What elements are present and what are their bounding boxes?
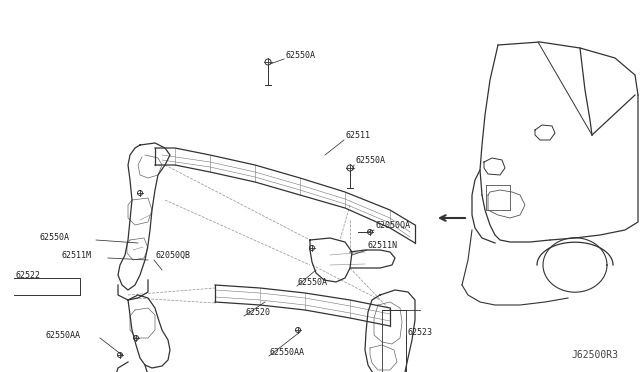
Text: 62550A: 62550A [355, 156, 385, 165]
Text: 62511N: 62511N [368, 241, 398, 250]
Text: 62050QB: 62050QB [155, 251, 190, 260]
Text: 62050QA: 62050QA [375, 221, 410, 230]
Text: 62550A: 62550A [40, 233, 70, 242]
Text: 62550AA: 62550AA [270, 348, 305, 357]
Text: 62511M: 62511M [62, 251, 92, 260]
Text: 62520: 62520 [245, 308, 270, 317]
Text: 62523: 62523 [408, 328, 433, 337]
Text: 62550AA: 62550AA [45, 331, 80, 340]
Text: 62550A: 62550A [298, 278, 328, 287]
Text: 62522: 62522 [15, 271, 40, 280]
Text: 62550A: 62550A [285, 51, 315, 60]
Text: 62511: 62511 [345, 131, 370, 140]
Text: J62500R3: J62500R3 [571, 350, 618, 360]
